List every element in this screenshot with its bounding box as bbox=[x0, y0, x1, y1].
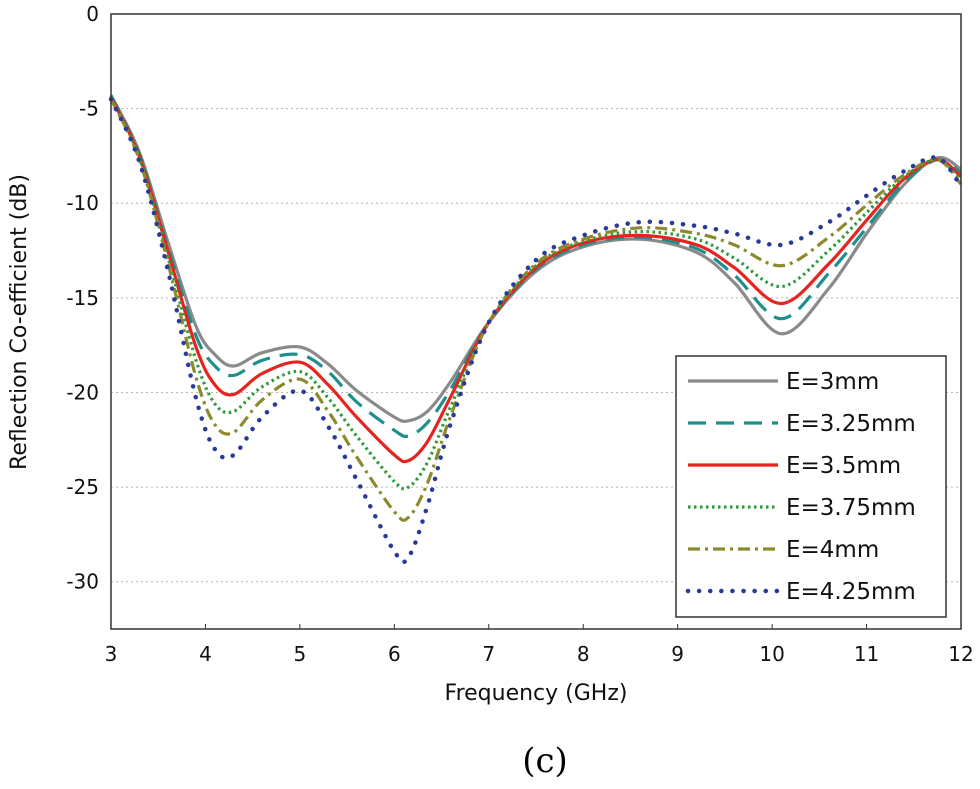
figure-caption: (c) bbox=[522, 741, 568, 781]
series-line-3 bbox=[109, 96, 963, 464]
x-tick-label: 4 bbox=[199, 642, 212, 666]
legend-label: E=3.75mm bbox=[786, 495, 916, 521]
x-tick-label: 7 bbox=[482, 642, 495, 666]
y-tick-label: -5 bbox=[79, 97, 99, 121]
series-lines bbox=[108, 94, 964, 565]
x-tick-label: 9 bbox=[671, 642, 684, 666]
axis-ticks: 0 -5 -10 -15 -20 -25 -30 3 4 5 6 7 8 9 10 11 12 bbox=[66, 2, 973, 666]
legend-label: E=4mm bbox=[786, 537, 879, 563]
x-axis-title: Frequency (GHz) bbox=[445, 681, 628, 706]
legend-box bbox=[675, 355, 947, 618]
series-line-2 bbox=[109, 94, 962, 439]
x-tick-label: 5 bbox=[294, 642, 307, 666]
series-line-6 bbox=[108, 96, 964, 565]
legend-label: E=3.5mm bbox=[786, 453, 901, 479]
y-tick-label: -25 bbox=[66, 475, 99, 499]
plot-frame bbox=[110, 13, 962, 630]
y-axis-title: Reflection Co-efficient (dB) bbox=[7, 174, 32, 470]
x-tick-label: 11 bbox=[854, 642, 879, 666]
y-tick-label: -20 bbox=[66, 380, 99, 404]
x-tick-label: 8 bbox=[577, 642, 590, 666]
legend-label: E=3mm bbox=[786, 369, 879, 395]
series-line-1 bbox=[109, 94, 962, 423]
y-tick-label: -15 bbox=[66, 286, 99, 310]
x-tick-label: 3 bbox=[105, 642, 118, 666]
series-line-5 bbox=[109, 98, 963, 522]
legend-label: E=3.25mm bbox=[786, 411, 916, 437]
x-tick-label: 6 bbox=[388, 642, 401, 666]
y-tick-label: -30 bbox=[66, 570, 99, 594]
series-line-4 bbox=[109, 96, 963, 491]
legend-label: E=4.25mm bbox=[786, 579, 916, 605]
x-tick-label: 12 bbox=[948, 642, 973, 666]
x-tick-label: 10 bbox=[759, 642, 784, 666]
y-tick-label: -10 bbox=[66, 191, 99, 215]
legend: E=3mm E=3.25mm E=3.5mm E=3.75mm E=4mm E=4.25m… bbox=[675, 355, 947, 618]
y-tick-label: 0 bbox=[86, 2, 99, 26]
